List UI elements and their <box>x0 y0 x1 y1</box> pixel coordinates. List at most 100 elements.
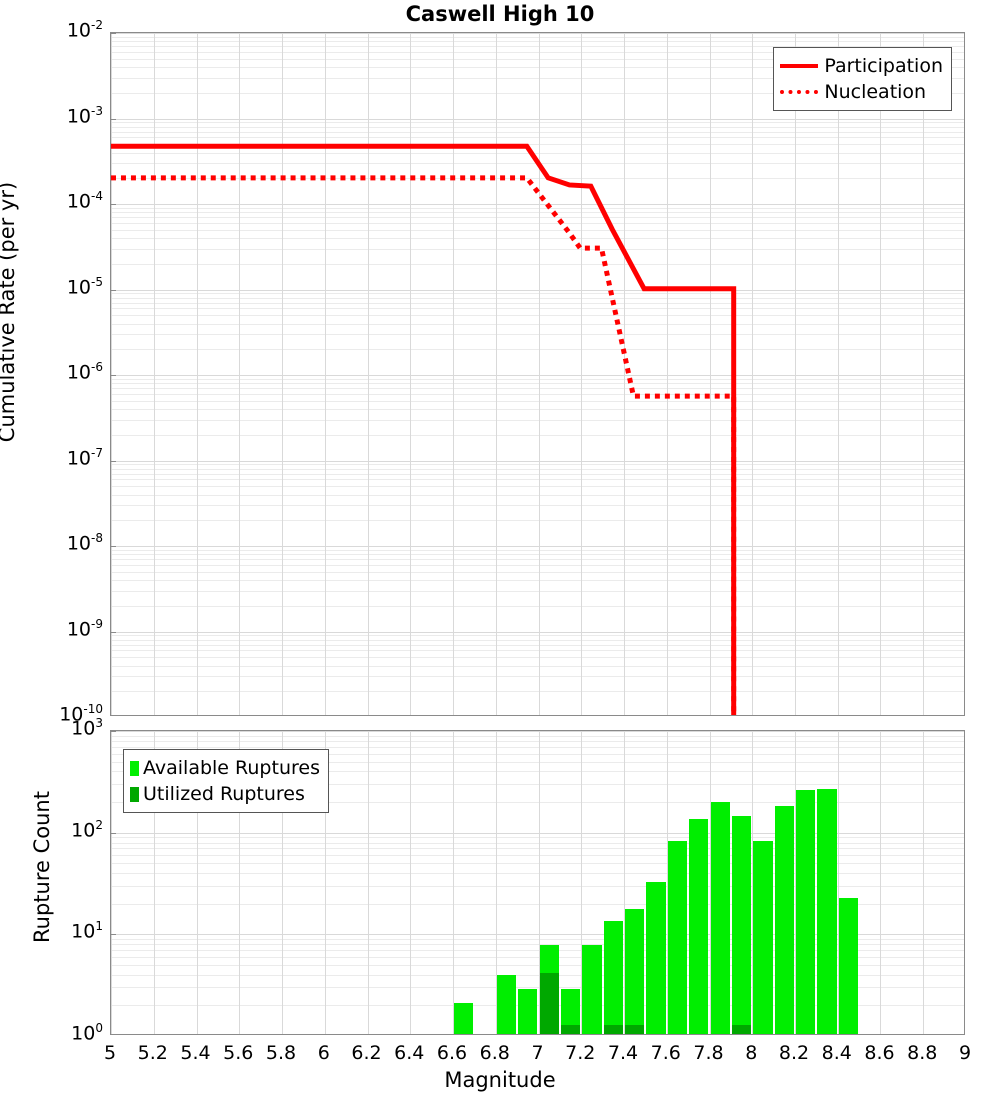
gridline <box>111 388 964 389</box>
gridline <box>453 731 454 1034</box>
legend-label-available: Available Ruptures <box>143 757 320 779</box>
y-axis-label-top: Cumulative Rate (per yr) <box>0 181 19 443</box>
gridline <box>111 137 964 138</box>
x-tick-label: 5.6 <box>223 1042 254 1064</box>
gridline <box>111 212 964 213</box>
gridline <box>111 474 964 475</box>
gridline <box>111 67 964 68</box>
gridline <box>111 153 964 154</box>
gridline <box>539 33 540 715</box>
bar-available <box>753 840 773 1034</box>
gridline <box>795 33 796 715</box>
histogram-bar <box>646 731 666 1034</box>
gridline <box>111 349 964 350</box>
solid-line-icon <box>780 64 819 68</box>
gridline <box>111 217 964 218</box>
gridline <box>111 249 964 250</box>
gridline <box>111 178 964 179</box>
gridline <box>111 863 964 864</box>
gridline <box>111 873 964 874</box>
gridline <box>111 554 964 555</box>
gridline <box>111 650 964 651</box>
gridline <box>111 479 964 480</box>
x-tick-label: 6.8 <box>479 1042 510 1064</box>
gridline <box>111 944 964 945</box>
gridline <box>111 843 964 844</box>
legend-item-participation: Participation <box>780 53 943 79</box>
gridline <box>111 119 964 120</box>
gridline <box>111 334 964 335</box>
x-tick-label: 7.4 <box>607 1042 639 1064</box>
gridline <box>111 52 964 53</box>
x-tick-label: 8.8 <box>907 1042 938 1064</box>
gridline <box>111 520 964 521</box>
gridline <box>752 33 753 715</box>
gridline <box>795 731 796 1034</box>
gridline <box>111 886 964 887</box>
tick-mark <box>111 833 116 834</box>
x-tick-label: 7.8 <box>693 1042 724 1064</box>
dotted-line-icon <box>780 90 819 94</box>
gridline <box>111 495 964 496</box>
gridline <box>111 965 964 966</box>
histogram-bars <box>111 731 964 1034</box>
histogram-bar <box>817 731 837 1034</box>
histogram-bar <box>560 731 581 1034</box>
gridline <box>880 731 881 1034</box>
gridline <box>197 33 198 715</box>
gridline <box>111 606 964 607</box>
x-tick-label: 9 <box>958 1042 972 1064</box>
legend-item-available: Available Ruptures <box>130 755 320 781</box>
gridline <box>111 394 964 395</box>
gridline <box>197 731 198 1034</box>
gridline <box>111 975 964 976</box>
histogram-bar <box>753 731 773 1034</box>
bar-available <box>496 975 517 1034</box>
gridline <box>111 59 964 60</box>
gridline <box>111 640 964 641</box>
tick-mark <box>111 375 116 376</box>
gridline <box>111 572 964 573</box>
tick-mark <box>111 119 116 120</box>
tick-mark <box>111 461 116 462</box>
y-tick-bottom: 102 <box>71 817 103 841</box>
y-tick-bottom: 100 <box>71 1021 103 1045</box>
gridline <box>325 731 326 1034</box>
gridline <box>923 33 924 715</box>
histogram-bar <box>731 731 752 1034</box>
bar-available <box>710 802 730 1034</box>
gridline <box>111 324 964 325</box>
gridline <box>111 144 964 145</box>
y-tick-bottom: 101 <box>71 919 103 943</box>
histogram-legend: Available Ruptures Utilized Ruptures <box>123 749 329 813</box>
gridline <box>111 550 964 551</box>
histogram-bar <box>625 731 645 1034</box>
legend-label-utilized: Utilized Ruptures <box>143 783 305 805</box>
tick-mark <box>111 204 116 205</box>
gridline <box>239 731 240 1034</box>
gridline <box>453 33 454 715</box>
curve-nucleation <box>111 175 737 715</box>
bar-available <box>838 897 859 1034</box>
tick-mark <box>111 290 116 291</box>
gridline <box>111 208 964 209</box>
gridline <box>111 666 964 667</box>
gridline <box>111 762 964 763</box>
x-tick-label: 8.4 <box>821 1042 852 1064</box>
bar-available <box>817 789 837 1034</box>
gridline <box>111 1005 964 1006</box>
gridline <box>581 731 582 1034</box>
gridline <box>111 409 964 410</box>
gridline <box>624 33 625 715</box>
legend-label-participation: Participation <box>824 55 943 77</box>
bar-utilized <box>560 1025 581 1034</box>
bar-available <box>454 1003 474 1034</box>
gridline <box>838 731 839 1034</box>
bar-utilized <box>539 972 559 1034</box>
gridline <box>111 505 964 506</box>
bar-available <box>518 988 538 1034</box>
gridline <box>111 315 964 316</box>
cumulative-rate-plot: Participation Nucleation <box>110 32 965 716</box>
gridline <box>368 33 369 715</box>
y-tick-top: 10-5 <box>66 274 103 298</box>
